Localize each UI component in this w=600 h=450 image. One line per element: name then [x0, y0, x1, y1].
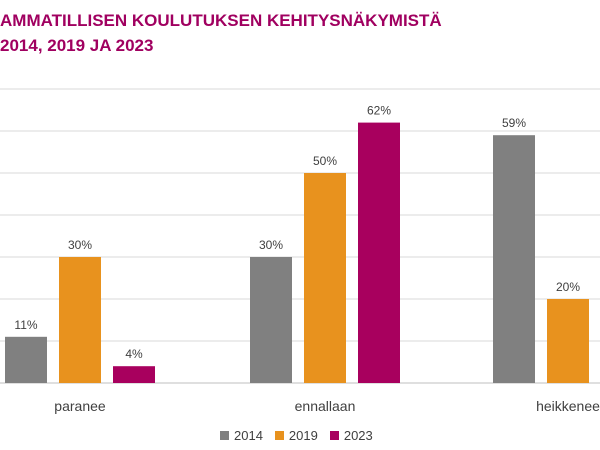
value-labels: 11% 30% 59% 30% 50% 20% 4% 62%: [14, 104, 580, 362]
value-label-ennallaan-2014: 30%: [259, 238, 283, 252]
bar-paranee-2014: [5, 336, 47, 383]
value-label-heikkenee-2019: 20%: [556, 280, 580, 294]
value-label-paranee-2019: 30%: [68, 238, 92, 252]
chart-title-line-1: AMMATILLISEN KOULUTUKSEN KEHITYSNÄKYMIST…: [0, 11, 442, 30]
legend-item-2019: 2019: [274, 428, 318, 443]
legend-swatch-2023: [329, 431, 339, 440]
bar-heikkenee-2019: [547, 299, 589, 383]
legend-swatch-2019: [274, 431, 284, 440]
bar-heikkenee-2014: [493, 135, 535, 383]
legend-swatch-2014: [220, 431, 229, 440]
chart-title-line-2: 2014, 2019 JA 2023: [0, 36, 154, 55]
x-label-ennallaan: ennallaan: [295, 398, 356, 414]
legend-label-2019: 2019: [288, 428, 318, 443]
bars: [5, 122, 589, 383]
bar-ennallaan-2019: [304, 173, 346, 383]
bar-paranee-2023: [113, 366, 155, 383]
bar-ennallaan-2014: [250, 257, 292, 383]
legend: 2014 2019 2023: [220, 428, 385, 443]
value-label-paranee-2014: 11%: [14, 318, 37, 332]
value-label-ennallaan-2023: 62%: [367, 104, 391, 118]
legend-label-2023: 2023: [343, 428, 373, 443]
x-label-paranee: paranee: [54, 398, 106, 414]
x-label-heikkenee: heikkenee: [536, 398, 600, 414]
legend-label-2014: 2014: [234, 428, 263, 443]
x-axis-labels: paranee ennallaan heikkenee: [54, 398, 600, 414]
value-label-ennallaan-2019: 50%: [313, 154, 337, 168]
legend-item-2023: 2023: [329, 428, 373, 443]
value-label-paranee-2023: 4%: [125, 347, 143, 361]
bar-ennallaan-2023: [358, 122, 400, 383]
value-label-heikkenee-2014: 59%: [502, 116, 526, 130]
bar-paranee-2019: [59, 257, 101, 383]
legend-item-2014: 2014: [220, 428, 263, 443]
